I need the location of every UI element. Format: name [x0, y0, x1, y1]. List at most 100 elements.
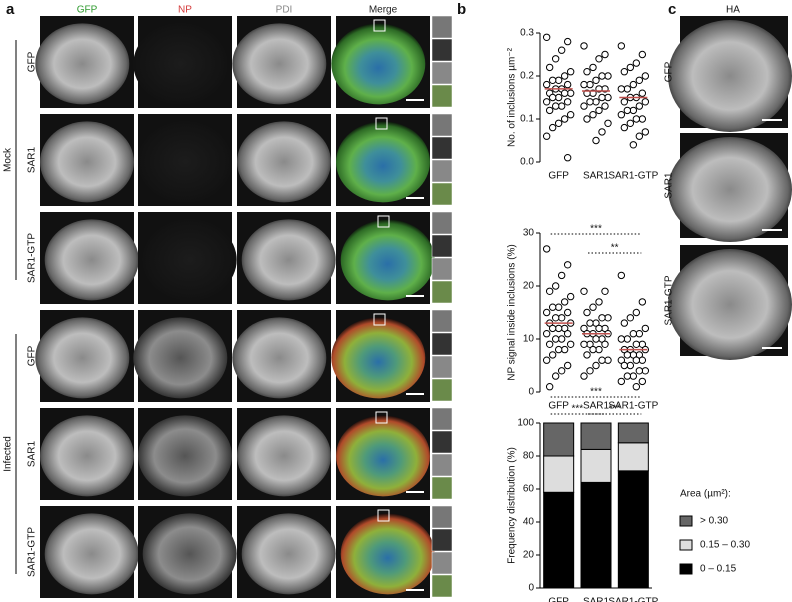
data-point: [601, 340, 609, 348]
data-point: [551, 372, 560, 380]
y-tick-label: 20: [523, 281, 535, 292]
data-point: [586, 98, 594, 106]
row-label: SAR1-GTP: [27, 527, 38, 577]
data-point: [635, 330, 644, 338]
data-point: [566, 111, 575, 119]
inset: [431, 309, 453, 333]
data-point: [638, 356, 647, 364]
data-point: [617, 42, 626, 50]
inset: [431, 574, 453, 598]
data-point: [604, 72, 612, 80]
cell: [668, 249, 792, 360]
inset: [431, 159, 453, 183]
data-point: [551, 314, 560, 322]
data-point: [580, 372, 588, 380]
cell: [232, 23, 327, 105]
data-point: [632, 383, 641, 391]
data-point: [598, 93, 606, 102]
data-point: [580, 287, 588, 295]
data-point: [592, 335, 600, 343]
data-point: [557, 102, 566, 110]
data-point: [548, 93, 557, 102]
bar-segment: [617, 422, 649, 444]
data-point: [623, 106, 632, 115]
x-tick-label: SAR1-GTP: [608, 597, 658, 602]
data-point: [542, 330, 551, 338]
y-tick-label: 30: [523, 228, 535, 239]
inset: [431, 430, 453, 454]
zoom-box: [373, 19, 386, 32]
y-tick-label: 0: [528, 387, 534, 398]
data-point: [554, 324, 563, 333]
y-tick-label: 0.1: [520, 114, 534, 125]
data-point: [557, 367, 566, 375]
panel-label: c: [668, 1, 676, 18]
cell: [35, 317, 130, 399]
data-point: [545, 106, 554, 115]
data-point: [583, 308, 591, 317]
zoom-box: [375, 411, 388, 424]
data-point: [563, 154, 572, 162]
significance-label: ***: [590, 224, 602, 235]
cell: [336, 121, 430, 203]
bar-segment: [543, 491, 575, 589]
data-point: [595, 298, 603, 306]
x-tick-label: SAR1: [583, 597, 610, 602]
y-tick-label: 10: [523, 334, 535, 345]
y-axis-label: Frequency distribution (%): [507, 447, 518, 564]
row-label: GFP: [664, 61, 675, 82]
row-label: SAR1: [27, 147, 38, 174]
data-point: [623, 351, 632, 359]
data-point: [554, 119, 563, 128]
zoom-box: [377, 215, 390, 228]
x-tick-label: SAR1: [583, 171, 610, 182]
y-axis-label: NP signal inside inclusions (%): [507, 244, 518, 381]
data-point: [548, 351, 557, 359]
data-point: [563, 80, 572, 89]
data-point: [580, 42, 588, 50]
data-point: [560, 72, 569, 80]
data-point: [560, 115, 569, 123]
data-point: [551, 282, 560, 290]
bar-segment: [580, 422, 612, 450]
data-point: [583, 351, 591, 359]
panel-title: HA: [726, 5, 740, 16]
bar-segment: [580, 481, 612, 589]
data-point: [623, 85, 632, 93]
column-header: Merge: [369, 5, 398, 16]
legend-label: > 0.30: [700, 516, 729, 527]
data-point: [566, 89, 575, 97]
inset: [431, 378, 453, 402]
data-point: [641, 128, 650, 136]
data-point: [641, 98, 650, 106]
data-point: [626, 314, 635, 322]
data-point: [592, 136, 600, 145]
data-point: [604, 119, 612, 128]
data-point: [632, 59, 641, 67]
cell: [668, 20, 792, 132]
data-point: [620, 68, 629, 76]
legend-title: Area (µm²):: [680, 489, 731, 500]
cell: [340, 219, 435, 301]
data-point: [632, 340, 641, 348]
data-point: [583, 68, 591, 76]
panel-label: a: [6, 1, 15, 18]
data-point: [598, 128, 606, 136]
cell: [331, 317, 426, 399]
inset: [431, 355, 453, 379]
cell: [232, 317, 327, 399]
data-point: [542, 245, 551, 253]
data-point: [551, 102, 560, 110]
significance-label: **: [611, 243, 619, 254]
data-point: [635, 367, 644, 375]
legend-swatch: [679, 515, 693, 527]
x-tick-label: GFP: [548, 597, 569, 602]
significance-label: ***: [571, 404, 583, 415]
inset: [431, 15, 453, 39]
cell: [668, 137, 792, 242]
y-tick-label: 20: [523, 550, 535, 561]
y-tick-label: 80: [523, 451, 535, 462]
data-point: [589, 63, 597, 72]
y-tick-label: 0.3: [520, 28, 534, 39]
cell: [336, 415, 430, 497]
